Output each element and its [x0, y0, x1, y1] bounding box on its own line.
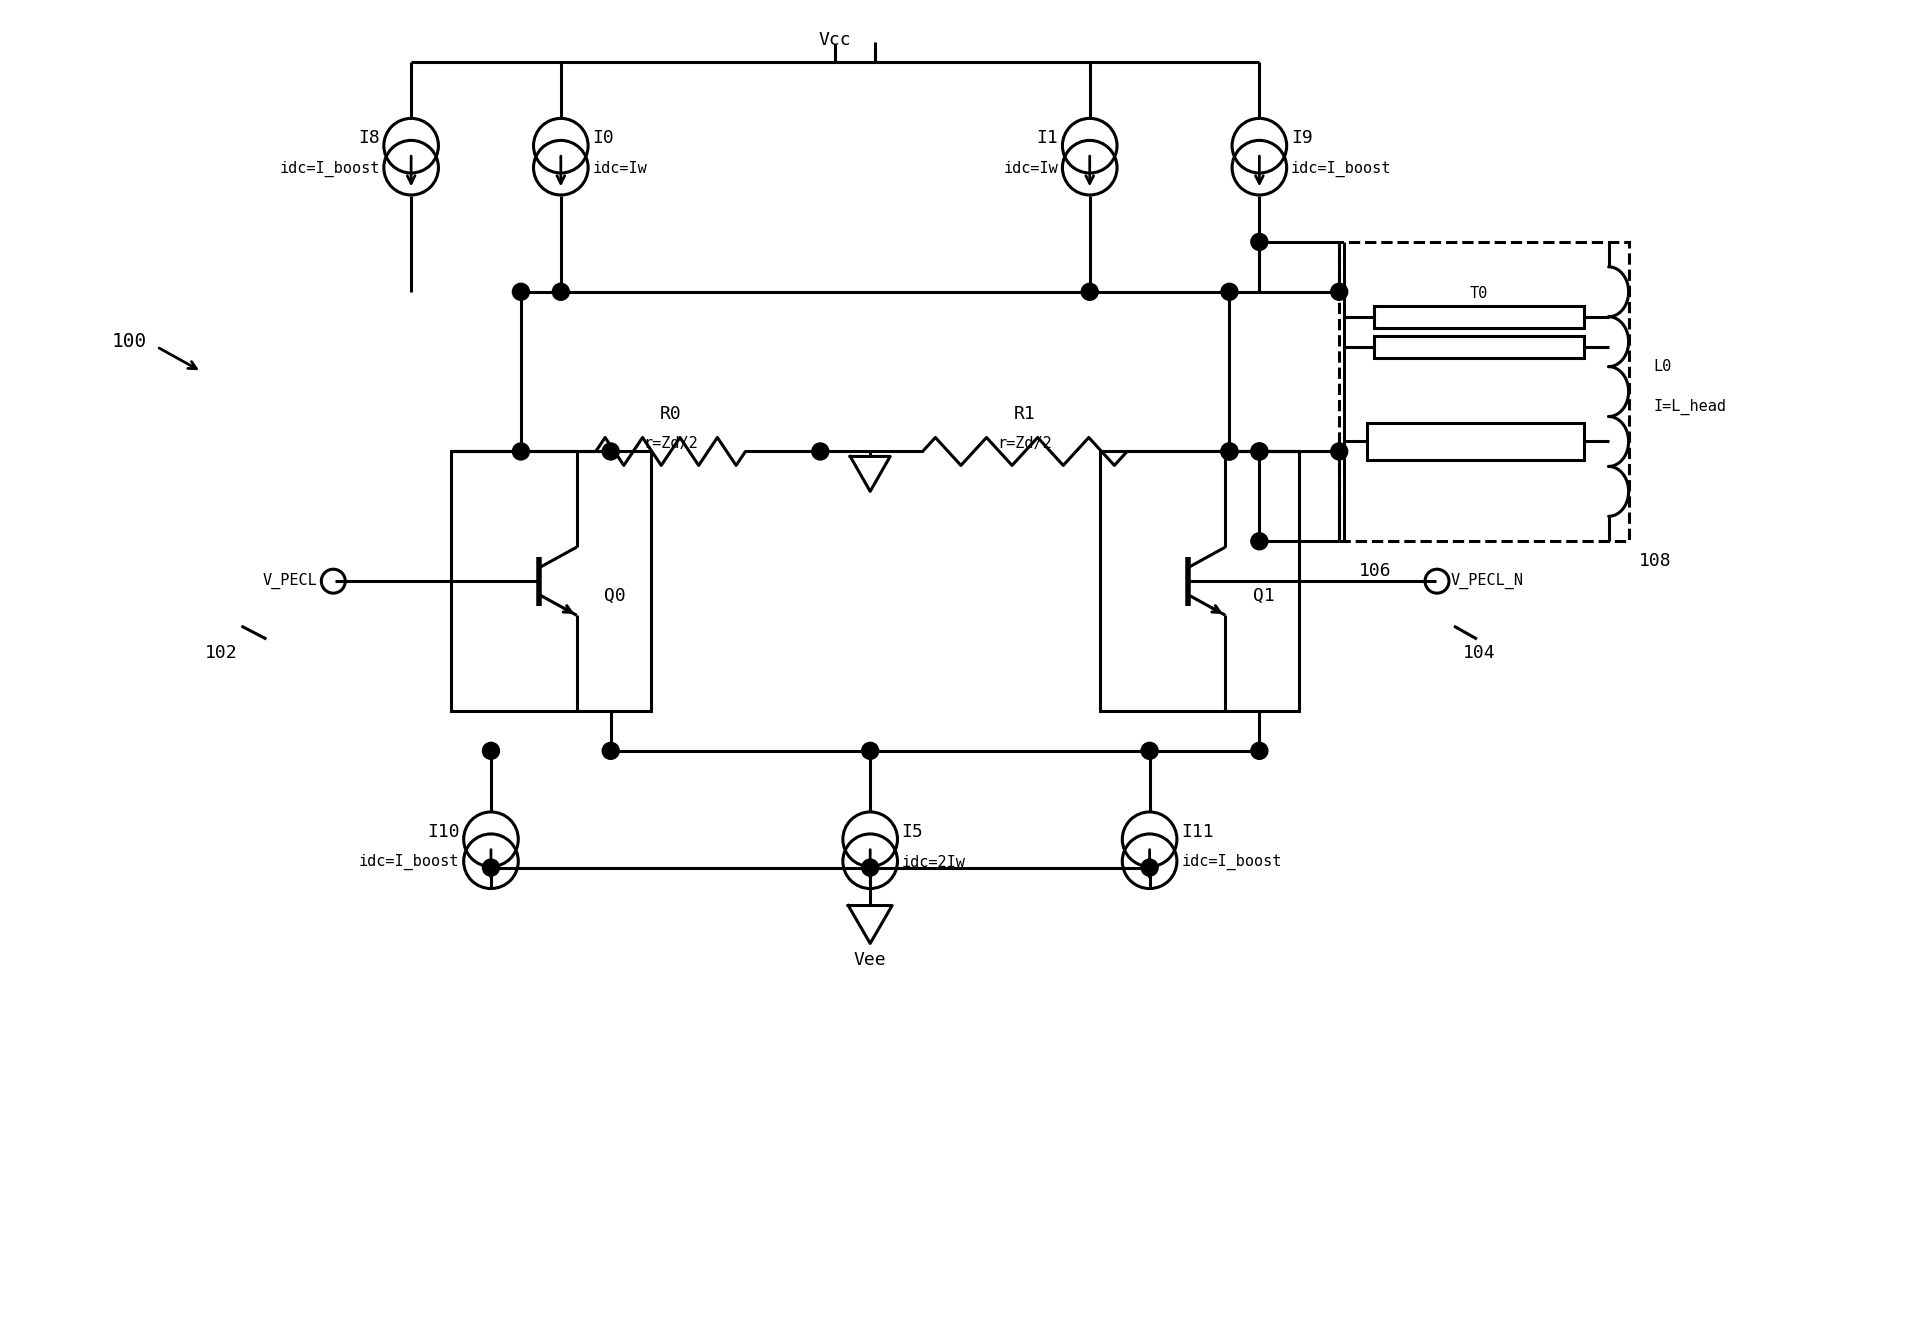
Text: I5: I5	[901, 822, 924, 841]
Circle shape	[483, 743, 500, 759]
Text: I=L_head: I=L_head	[1654, 398, 1727, 414]
Bar	[1100, 452, 1300, 711]
Circle shape	[1252, 532, 1267, 550]
Circle shape	[1252, 443, 1267, 460]
Text: R0: R0	[659, 405, 681, 422]
Text: idc=2Iw: idc=2Iw	[901, 854, 966, 869]
Circle shape	[1221, 283, 1238, 300]
Text: T0: T0	[1470, 286, 1488, 302]
Text: idc=I_boost: idc=I_boost	[1290, 161, 1392, 177]
Text: Vee: Vee	[853, 951, 886, 970]
Text: zo=Zd: zo=Zd	[1453, 434, 1499, 449]
Circle shape	[811, 443, 828, 460]
Text: Vcc: Vcc	[819, 31, 851, 50]
Text: idc=Iw: idc=Iw	[1003, 161, 1058, 176]
Text: I0: I0	[592, 129, 613, 148]
Circle shape	[1081, 283, 1098, 300]
Circle shape	[552, 283, 569, 300]
Text: idc=I_boost: idc=I_boost	[280, 161, 380, 177]
Text: V_PECL: V_PECL	[263, 573, 318, 589]
Circle shape	[1252, 233, 1267, 251]
Text: r=Zd/2: r=Zd/2	[997, 436, 1052, 451]
Text: idc=Iw: idc=Iw	[592, 161, 648, 176]
Circle shape	[863, 743, 878, 759]
Bar	[1374, 306, 1583, 327]
Circle shape	[512, 443, 529, 460]
Text: V_PECL_N: V_PECL_N	[1451, 573, 1524, 589]
Circle shape	[1330, 283, 1348, 300]
Text: idc=I_boost: idc=I_boost	[1181, 854, 1281, 870]
Circle shape	[1141, 860, 1158, 876]
Circle shape	[1141, 743, 1158, 759]
Text: I8: I8	[358, 129, 380, 148]
Circle shape	[512, 283, 529, 300]
Bar	[450, 452, 650, 711]
Text: idc=I_boost: idc=I_boost	[358, 854, 460, 870]
Text: r=Zd/2: r=Zd/2	[644, 436, 698, 451]
Text: I9: I9	[1290, 129, 1313, 148]
Text: 102: 102	[205, 644, 238, 662]
Circle shape	[1221, 443, 1238, 460]
Circle shape	[483, 860, 500, 876]
Text: 100: 100	[111, 333, 148, 351]
Circle shape	[602, 443, 619, 460]
Text: 108: 108	[1639, 552, 1672, 570]
Circle shape	[863, 860, 878, 876]
Circle shape	[1252, 743, 1267, 759]
Text: 104: 104	[1463, 644, 1495, 662]
Bar	[1367, 422, 1583, 460]
Circle shape	[1252, 443, 1267, 460]
Text: 106: 106	[1359, 562, 1392, 581]
Text: L0: L0	[1654, 359, 1672, 374]
Text: I11: I11	[1181, 822, 1213, 841]
Bar	[1340, 241, 1629, 542]
Text: Q0: Q0	[604, 587, 625, 605]
Text: I10: I10	[427, 822, 460, 841]
Bar	[1374, 335, 1583, 358]
Text: R1: R1	[1014, 405, 1035, 422]
Circle shape	[602, 743, 619, 759]
Text: Q1: Q1	[1252, 587, 1275, 605]
Circle shape	[1330, 443, 1348, 460]
Circle shape	[1221, 443, 1238, 460]
Text: I1: I1	[1037, 129, 1058, 148]
